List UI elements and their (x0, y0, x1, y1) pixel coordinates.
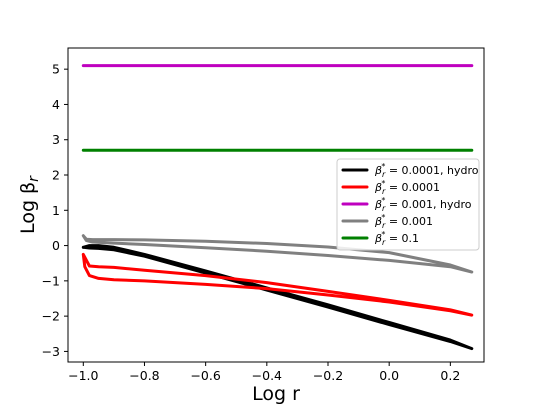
series-line-3 (81, 234, 474, 274)
y-tick-label-1: −2 (42, 309, 60, 324)
y-axis-label: Log βr (17, 175, 42, 234)
y-tick-label-6: 3 (52, 132, 60, 147)
series-line-1 (81, 252, 474, 317)
y-axis-label-main: Log β (17, 182, 39, 234)
x-tick-label-3: −0.4 (252, 368, 282, 383)
legend-label-0: βr* = 0.0001, hydro (374, 162, 479, 179)
y-tick-label-4: 1 (52, 203, 60, 218)
x-tick-label-1: −0.8 (129, 368, 159, 383)
plot-frame (67, 47, 485, 363)
x-tick-label-5: 0.0 (379, 368, 399, 383)
x-tick-label-4: −0.2 (313, 368, 343, 383)
series-layer (81, 64, 474, 351)
legend-label-2: βr* = 0.001, hydro (374, 196, 472, 213)
series-line-0 (81, 244, 474, 351)
legend-box (336, 158, 480, 251)
x-axis-label: Log r (252, 383, 300, 405)
y-tick-label-5: 2 (52, 168, 60, 183)
y-tick-label-3: 0 (52, 238, 60, 253)
y-tick-label-2: −1 (42, 273, 60, 288)
x-tick-label-6: 0.2 (440, 368, 460, 383)
legend-label-4: βr* = 0.1 (374, 230, 419, 247)
x-tick-label-0: −1.0 (68, 368, 98, 383)
axes-layer: −1.0 −0.8 −0.6 −0.4 −0.2 0.0 0.2 −3 −2 −1 0 1 2 3 4 5 (42, 47, 485, 383)
y-tick-label-8: 5 (52, 62, 60, 77)
legend-label-3: βr* = 0.001 (374, 213, 433, 230)
x-tick-label-2: −0.6 (190, 368, 220, 383)
y-tick-label-0: −3 (42, 344, 60, 359)
y-tick-label-7: 4 (52, 97, 60, 112)
y-axis-label-subscript: r (26, 175, 42, 182)
legend-label-1: βr* = 0.0001 (374, 179, 440, 196)
